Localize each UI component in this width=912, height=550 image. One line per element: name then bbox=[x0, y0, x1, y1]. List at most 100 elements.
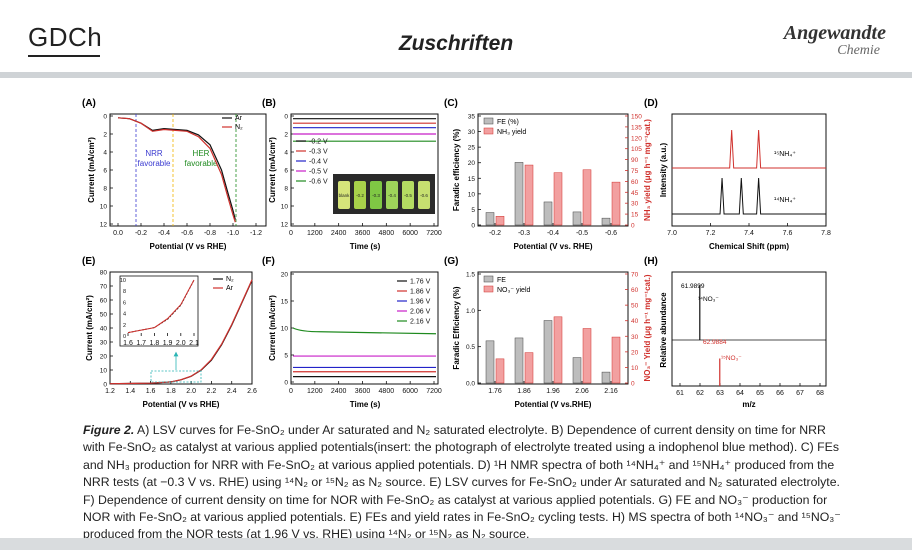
panel-g-left-ytick-label: 0.5 bbox=[466, 344, 475, 351]
panel-a-xlabel: Potential (V vs RHE) bbox=[150, 242, 227, 251]
panel-c-fe-bar bbox=[572, 211, 582, 226]
panel-g-fe-bar bbox=[601, 371, 611, 384]
panel-e-inset-xtick-label: 1.9 bbox=[163, 340, 173, 347]
panel-f-xticks: 0 1200 2400 3600 4800 6000 7200 bbox=[289, 381, 442, 395]
panel-c-fe-bar bbox=[485, 212, 495, 226]
panel-g-xtick-label: 2.06 bbox=[575, 388, 589, 395]
panel-c-ylabel-left: Faradic efficiency (%) bbox=[452, 129, 461, 212]
panel-d-label: (D) bbox=[644, 98, 658, 109]
panel-d-xtick-label: 7.0 bbox=[667, 230, 677, 237]
panel-g-fe-bar bbox=[572, 357, 582, 384]
panel-h-xticks: 61 62 63 64 65 66 67 68 bbox=[676, 383, 824, 397]
panel-a-ytick-label: 8 bbox=[103, 186, 107, 193]
panel-b-xtick-label: 2400 bbox=[331, 230, 347, 237]
figure-caption-label: Figure 2. bbox=[83, 423, 135, 437]
panel-b-ytick-label: 12 bbox=[281, 222, 289, 229]
panel-e-inset-ytick-label: 8 bbox=[123, 289, 126, 295]
panel-e-inset-xtick-label: 1.8 bbox=[150, 340, 160, 347]
panel-f-xtick-label: 0 bbox=[289, 388, 293, 395]
panel-d-xlabel: Chemical Shift (ppm) bbox=[709, 242, 789, 251]
panel-a-xtick-label: -0.2 bbox=[135, 230, 147, 237]
panel-e-inset-ytick-label: 4 bbox=[123, 312, 126, 318]
panel-c-xtick-label: -0.2 bbox=[489, 230, 501, 237]
panel-h-xtick-label: 62 bbox=[696, 390, 704, 397]
nmr-15nh4-trace bbox=[672, 129, 826, 169]
panel-c-left-ytick-label: 25 bbox=[468, 145, 476, 152]
panel-e-ytick-label: 70 bbox=[100, 284, 108, 291]
panel-c-right-ytick-label: 150 bbox=[631, 114, 642, 121]
panel-e-legend-ar: Ar bbox=[226, 285, 234, 292]
panel-e-ytick-label: 80 bbox=[100, 270, 108, 277]
panel-e-ytick-label: 50 bbox=[100, 312, 108, 319]
ms-peak2-value: 62.9884 bbox=[703, 339, 727, 346]
panel-d-xtick-label: 7.6 bbox=[783, 230, 793, 237]
panel-e-inset-xtick-label: 1.7 bbox=[136, 340, 146, 347]
panel-h-xlabel: m/z bbox=[742, 400, 755, 409]
panel-e-zoom-box bbox=[150, 370, 202, 383]
panel-c-right-ytick-label: 0 bbox=[631, 223, 635, 230]
section-title: Zuschriften bbox=[398, 32, 514, 55]
panel-g-right-ytick-label: 10 bbox=[631, 365, 639, 372]
panel-b: (B) 0 1200 2400 3600 4800 6000 7200 024681012 … bbox=[262, 98, 442, 251]
panel-b-ytick-label: 10 bbox=[281, 204, 289, 211]
panel-e-xtick-label: 2.0 bbox=[186, 388, 196, 395]
panel-c-yield-bar bbox=[582, 169, 592, 226]
panel-a-xtick-label: -0.8 bbox=[204, 230, 216, 237]
panel-f-series-line bbox=[292, 327, 437, 335]
nmr-15nh4-label: ¹⁵NH₄⁺ bbox=[774, 151, 796, 158]
panel-e-xlabel: Potential (V vs RHE) bbox=[143, 400, 220, 409]
panel-e-legend-n2: N₂ bbox=[226, 276, 234, 283]
panel-g-yield-bar bbox=[553, 316, 563, 384]
panel-d-xtick-label: 7.8 bbox=[821, 230, 831, 237]
panel-g-right-ytick-label: 0 bbox=[631, 381, 635, 388]
vial-label: -0.3 bbox=[372, 193, 380, 198]
journal-logo-sub: Chemie bbox=[837, 43, 880, 58]
panel-f-series bbox=[292, 327, 437, 378]
panel-b-ytick-label: 0 bbox=[284, 114, 288, 121]
panel-c-legend-yield: NH₃ yield bbox=[497, 129, 526, 136]
panel-g-yield-bar bbox=[524, 352, 534, 384]
panel-c-right-ytick-label: 120 bbox=[631, 135, 642, 142]
panel-e-xtick-label: 1.6 bbox=[146, 388, 156, 395]
vial bbox=[338, 181, 350, 209]
panel-e-inset-ytick-label: 0 bbox=[123, 334, 126, 340]
panel-c-left-ytick-label: 35 bbox=[468, 114, 476, 121]
panel-c-xtick-label: -0.3 bbox=[518, 230, 530, 237]
panel-g-yield-bar bbox=[582, 328, 592, 384]
panel-e-inset-ytick-label: 6 bbox=[123, 300, 126, 306]
vial bbox=[402, 181, 414, 209]
panel-f-yticks: 20 15 10 5 0 bbox=[281, 272, 294, 387]
panel-f-xtick-label: 4800 bbox=[379, 388, 395, 395]
panel-d-ylabel: Intensity (a.u.) bbox=[659, 143, 668, 198]
panel-c-yield-bar bbox=[495, 216, 505, 226]
panel-g: (G) 1.76 1.86 1.96 2.06 2.16 1.5 1.0 0.5 0.0 70… bbox=[444, 256, 652, 409]
panel-e: (E) 1.2 1.4 1.6 1.8 2.0 2.2 2.4 2.6 80706050403… bbox=[82, 256, 257, 409]
panel-c-legend-fe-swatch bbox=[483, 117, 494, 125]
panel-b-legend-label: -0.4 V bbox=[309, 159, 328, 166]
figure-svg: (A) 0.0 -0.2 -0.4 -0.6 -0.8 -1.0 -1.2 02468101… bbox=[82, 98, 831, 409]
panel-e-ytick-label: 40 bbox=[100, 326, 108, 333]
ms-peak2-label: ¹⁵NO₃⁻ bbox=[721, 355, 742, 362]
vial-label: -0.4 bbox=[388, 193, 396, 198]
panel-b-legend-label: -0.3 V bbox=[309, 149, 328, 156]
panel-e-ytick-label: 0 bbox=[103, 382, 107, 389]
panel-g-left-ytick-label: 1.5 bbox=[466, 272, 475, 279]
panel-e-xtick-label: 2.6 bbox=[247, 388, 257, 395]
panel-g-bars bbox=[485, 316, 621, 384]
panel-e-xtick-label: 2.4 bbox=[227, 388, 237, 395]
panel-g-legend-yield: NO₃⁻ yield bbox=[497, 287, 530, 294]
panel-c-yield-bar bbox=[611, 181, 621, 226]
journal-header: GDCh Zuschriften Angewandte Chemie bbox=[0, 0, 912, 72]
her-region-label-2: favorable bbox=[185, 159, 218, 168]
panel-g-yticks-left: 1.5 1.0 0.5 0.0 bbox=[466, 272, 481, 388]
panel-f-ytick-label: 10 bbox=[281, 326, 289, 333]
panel-e-yticks: 80 70 60 50 40 30 20 10 0 bbox=[100, 270, 113, 389]
panel-h: (H) 61 62 63 64 65 66 67 68 61.9899 ¹⁴NO₃⁻ 62.9… bbox=[644, 256, 827, 409]
panel-g-left-ytick-label: 1.0 bbox=[466, 308, 475, 315]
panel-a: (A) 0.0 -0.2 -0.4 -0.6 -0.8 -1.0 -1.2 0 2 4 6 8 10 1… bbox=[82, 98, 267, 251]
panel-f-legend: 1.76 V 1.86 V 1.96 V 2.06 V 2.16 V bbox=[397, 279, 431, 326]
panel-a-n2-curve bbox=[117, 117, 236, 223]
panel-a-ar-curve bbox=[117, 117, 236, 220]
panel-f-legend-label: 1.86 V bbox=[410, 289, 431, 296]
